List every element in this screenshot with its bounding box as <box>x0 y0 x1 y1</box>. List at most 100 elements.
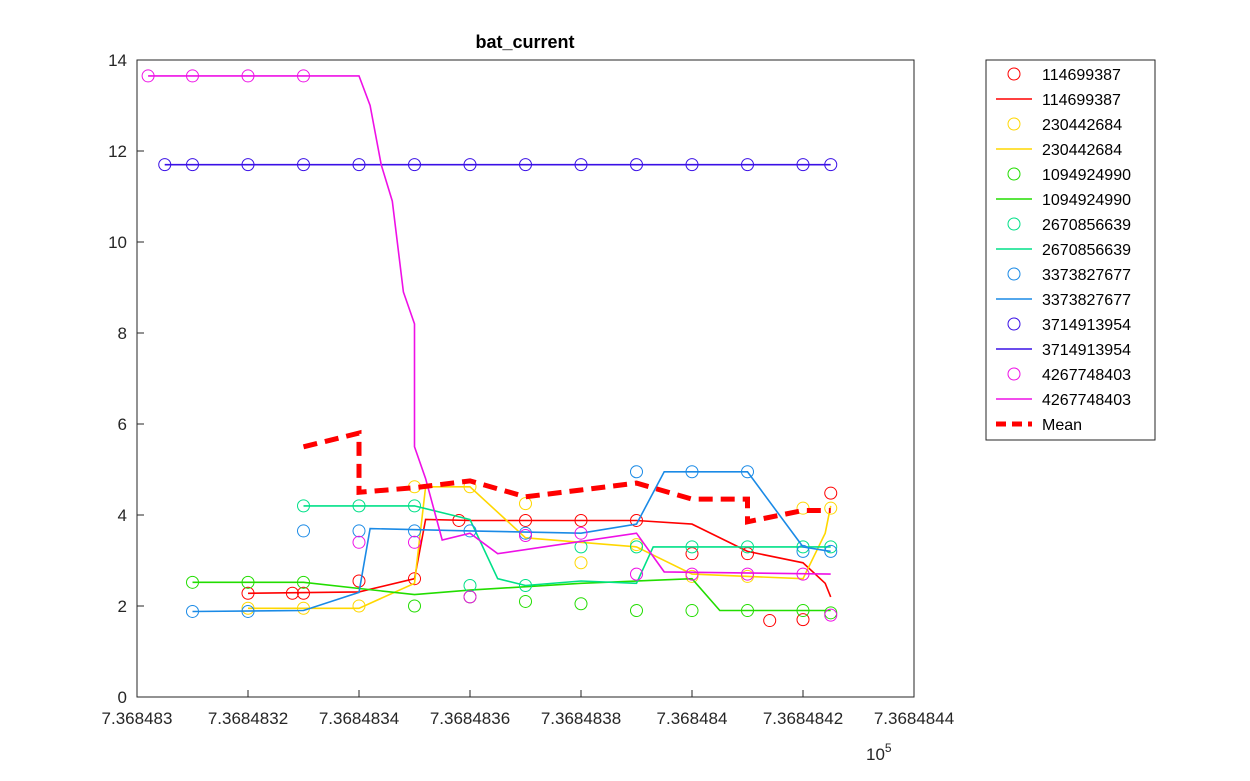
data-point <box>408 499 421 513</box>
data-point <box>241 575 255 589</box>
x-tick-label: 7.3684838 <box>541 709 621 728</box>
legend-label: 4267748403 <box>1042 367 1131 384</box>
series-Mean <box>302 429 831 525</box>
data-point <box>241 604 255 618</box>
x-exponent-label: 105 <box>866 741 892 764</box>
data-point <box>408 524 421 538</box>
data-point <box>824 158 838 172</box>
data-point <box>741 465 754 479</box>
data-point <box>297 499 310 513</box>
data-point <box>297 575 310 589</box>
data-point <box>630 465 643 479</box>
data-point <box>796 613 810 627</box>
data-point <box>685 604 699 618</box>
data-point <box>796 540 810 554</box>
data-point <box>241 158 255 172</box>
series-4267748403 <box>141 69 838 622</box>
data-point <box>463 579 477 593</box>
axes: 7.368483 7.3684832 7.3684834 7.3684836 7.368… <box>102 51 955 728</box>
series-line <box>247 518 832 598</box>
data-point <box>141 69 155 83</box>
legend-marker <box>1007 167 1021 181</box>
data-point <box>685 547 699 561</box>
legend-label: 114699387 <box>1042 67 1121 84</box>
data-point <box>519 579 532 593</box>
series-line <box>302 429 831 525</box>
series-1094924990 <box>186 575 838 620</box>
data-point <box>519 594 532 608</box>
x-tick-label: 7.368483 <box>102 709 173 728</box>
data-point <box>796 544 810 558</box>
x-tick-label: 7.3684842 <box>763 709 843 728</box>
legend-label: 4267748403 <box>1042 392 1131 409</box>
y-tick-label: 4 <box>118 506 127 525</box>
data-point <box>352 158 366 172</box>
legend-label: 3714913954 <box>1042 342 1131 359</box>
legend-marker <box>1007 67 1021 81</box>
y-tick-label: 10 <box>108 233 127 252</box>
data-point <box>352 499 366 513</box>
data-point <box>352 574 366 588</box>
data-point <box>408 535 421 549</box>
series-2670856639 <box>297 499 838 593</box>
x-tick-label: 7.368484 <box>657 709 728 728</box>
legend-label: 3714913954 <box>1042 317 1131 334</box>
y-tick-label: 8 <box>118 324 127 343</box>
data-point <box>824 544 838 558</box>
data-point <box>824 540 838 554</box>
data-point <box>630 158 643 172</box>
data-point <box>186 69 199 83</box>
chart-title: bat_current <box>475 32 574 52</box>
legend-box <box>985 59 1156 441</box>
x-tick-label: 7.3684834 <box>319 709 399 728</box>
x-exponent-power: 5 <box>885 741 892 755</box>
x-tick-label: 7.3684844 <box>874 709 954 728</box>
data-point <box>824 501 838 515</box>
legend-label: 230442684 <box>1042 142 1122 159</box>
data-point <box>796 604 810 618</box>
series-line <box>192 470 831 613</box>
data-point <box>285 586 299 600</box>
data-point <box>352 524 366 538</box>
data-point <box>574 513 588 527</box>
legend-marker <box>1007 317 1021 331</box>
data-point <box>630 513 643 527</box>
data-point <box>186 604 199 618</box>
axes-box <box>136 59 915 698</box>
legend-label: 1094924990 <box>1042 192 1131 209</box>
data-point <box>741 540 754 554</box>
data-point <box>519 497 532 511</box>
data-point <box>519 513 532 527</box>
data-point <box>158 158 172 172</box>
legend-label: Mean <box>1042 417 1082 434</box>
legend-label: 1094924990 <box>1042 167 1131 184</box>
data-point <box>574 526 588 540</box>
data-point <box>241 586 255 600</box>
y-tick-label: 12 <box>108 142 127 161</box>
data-point <box>297 158 310 172</box>
data-point <box>741 158 754 172</box>
data-point <box>186 575 199 589</box>
data-point <box>463 524 477 538</box>
data-point <box>741 547 754 561</box>
data-point <box>574 556 588 570</box>
data-point <box>241 69 255 83</box>
series-line <box>248 485 832 610</box>
y-tick-label: 6 <box>118 415 127 434</box>
data-point <box>630 540 643 554</box>
data-point <box>352 599 366 613</box>
data-point <box>352 535 366 549</box>
data-point <box>574 158 588 172</box>
data-point <box>630 604 643 618</box>
data-point <box>241 601 255 615</box>
legend-label: 2670856639 <box>1042 242 1131 259</box>
legend-marker <box>1007 367 1021 381</box>
legend-marker <box>1007 217 1021 231</box>
legend-label: 3373827677 <box>1042 292 1131 309</box>
legend-label: 3373827677 <box>1042 267 1131 284</box>
data-point <box>519 528 532 542</box>
data-point <box>519 158 532 172</box>
data-point <box>685 158 699 172</box>
data-point <box>408 599 421 613</box>
data-point <box>824 486 838 500</box>
